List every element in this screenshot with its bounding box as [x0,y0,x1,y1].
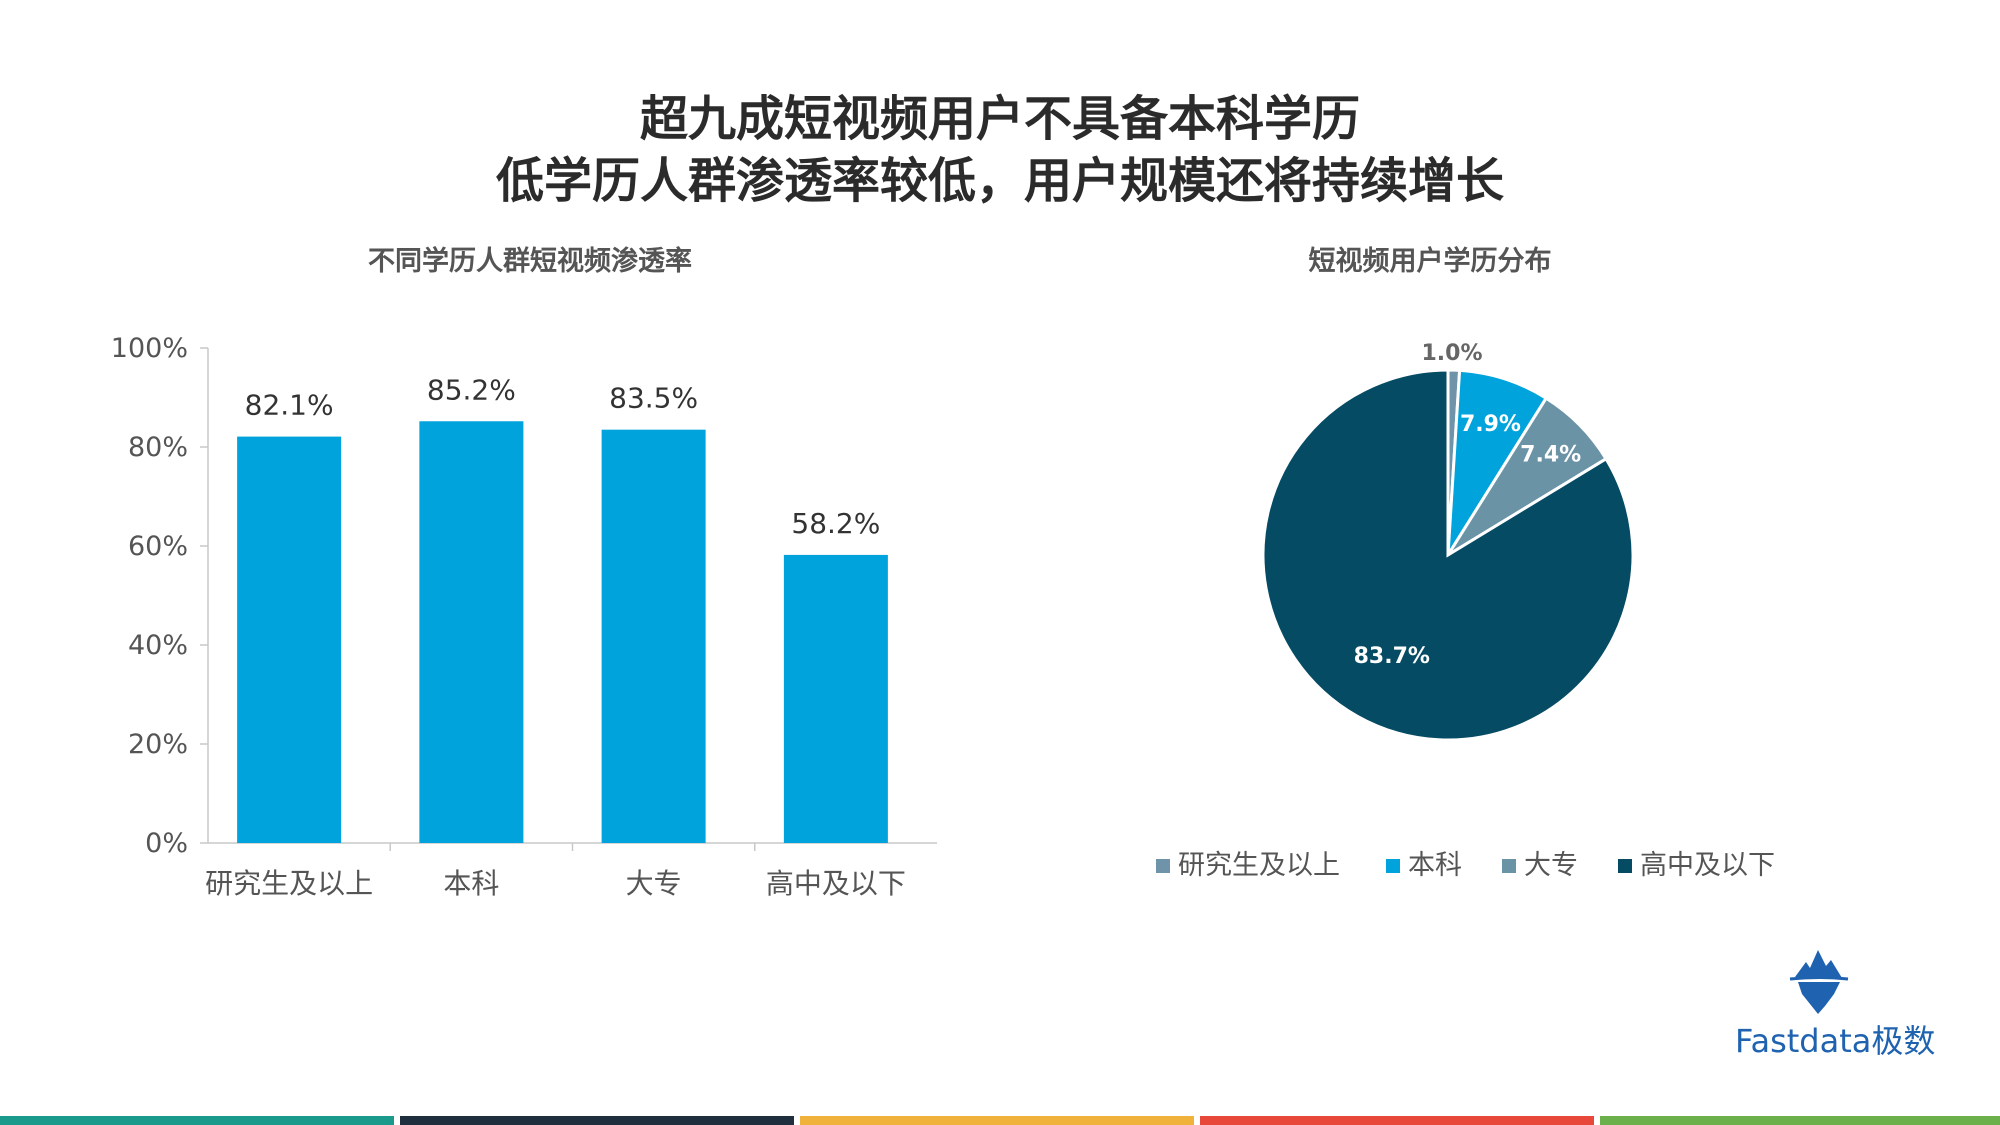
x-category-label: 高中及以下 [766,867,906,900]
y-tick-label: 80% [128,432,188,463]
bar-value-label: 58.2% [791,507,880,540]
pie-slice [1446,368,1549,556]
y-tick-label: 20% [128,729,188,760]
bar [783,554,888,843]
footer-color-segment [1600,1116,2000,1125]
legend-label: 高中及以下 [1640,850,1775,881]
bar-value-label: 85.2% [427,373,516,406]
legend-swatch [1502,859,1516,873]
legend-swatch [1156,859,1170,873]
bar [601,429,706,843]
iceberg-icon [1789,950,1849,1014]
bar-chart: 不同学历人群短视频渗透率 0% 20% 40% 60% 80% 100% 82.1% 研究生及以… [111,245,937,900]
pie-value-label: 83.7% [1354,644,1430,669]
bar [237,436,342,843]
footer-color-segment [1200,1116,1594,1125]
pie-value-label: 7.9% [1460,412,1521,437]
bar-chart-title: 不同学历人群短视频渗透率 [368,245,692,277]
pie-slice [1261,368,1635,742]
x-category-label: 本科 [443,867,499,900]
y-tick-label: 0% [145,828,188,859]
page-title: 超九成短视频用户不具备本科学历 低学历人群渗透率较低，用户规模还将持续增长 [0,88,2000,212]
bar-value-label: 82.1% [245,389,334,422]
legend-label: 本科 [1408,850,1462,881]
pie-value-label: 7.4% [1520,443,1581,468]
pie-chart: 短视频用户学历分布 1.0% 7.9% 7.4% 83.7% 研究生及以上 本科 大专 高中及以… [1156,245,1775,881]
bar-value-label: 83.5% [609,382,698,415]
legend-label: 大专 [1524,850,1578,881]
footer-color-strip [0,1116,2000,1125]
pie-chart-title: 短视频用户学历分布 [1309,245,1552,277]
y-tick-label: 100% [111,333,188,364]
x-category-label: 大专 [626,867,682,900]
footer-color-segment [400,1116,794,1125]
y-tick-label: 40% [128,630,188,661]
footer-color-segment [800,1116,1194,1125]
logo-text: Fastdata极数 [1735,1022,1936,1060]
bar [419,421,524,843]
footer-color-segment [0,1116,394,1125]
pie-value-label: 1.0% [1421,341,1482,366]
legend-label: 研究生及以上 [1178,850,1340,881]
title-line-2: 低学历人群渗透率较低，用户规模还将持续增长 [495,153,1504,209]
title-line-1: 超九成短视频用户不具备本科学历 [639,91,1360,147]
x-category-label: 研究生及以上 [205,867,373,900]
legend-swatch [1386,859,1400,873]
y-tick-label: 60% [128,531,188,562]
legend-swatch [1618,859,1632,873]
